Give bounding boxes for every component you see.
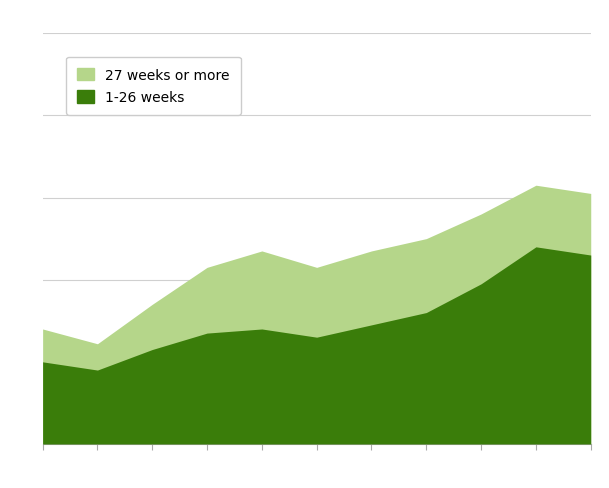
Legend: 27 weeks or more, 1-26 weeks: 27 weeks or more, 1-26 weeks xyxy=(66,58,241,116)
